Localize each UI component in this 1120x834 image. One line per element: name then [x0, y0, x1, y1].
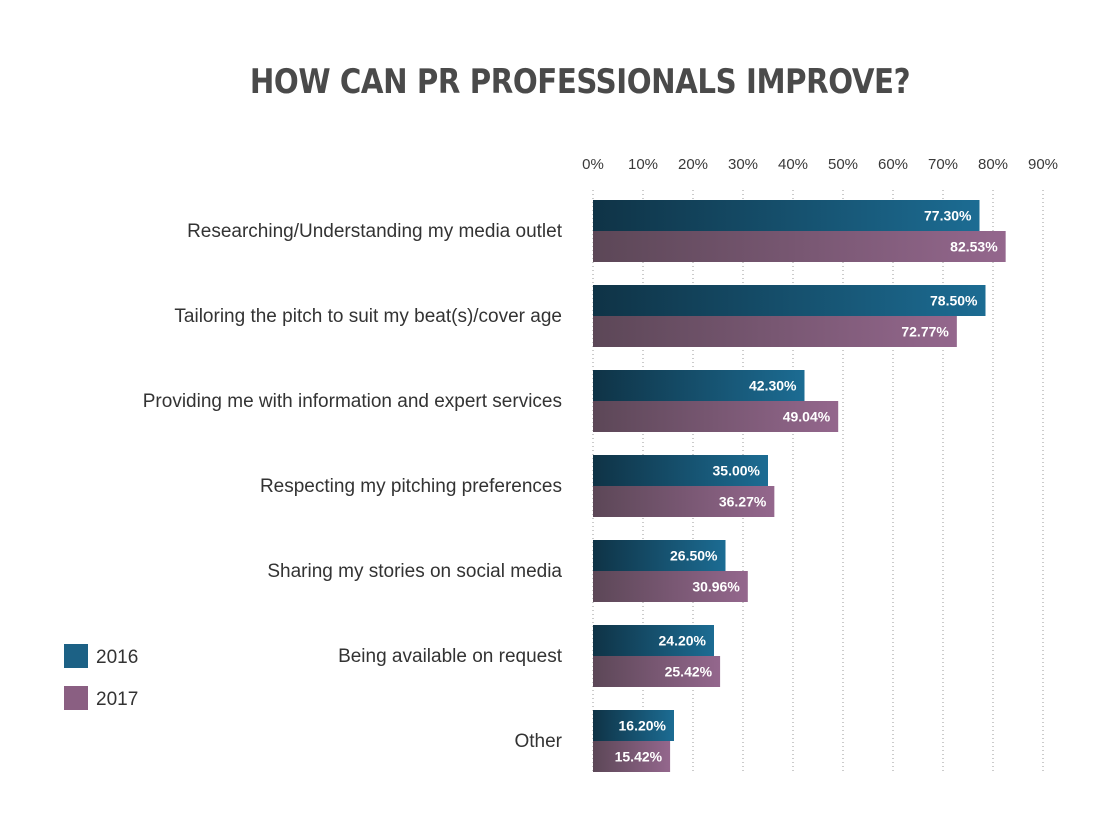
tick-label-50: 50%	[828, 156, 858, 173]
category-label: Other	[514, 731, 562, 752]
bar-2016-4	[593, 540, 726, 571]
bar-label-2016-4: 26.50%	[670, 548, 718, 564]
bar-label-2017-2: 49.04%	[783, 409, 831, 425]
category-label: Sharing my stories on social media	[267, 561, 562, 582]
x-axis-ticks: 0% 10% 20% 30% 40% 50% 60% 70% 80% 90%	[582, 156, 1058, 173]
bar-2016-1	[593, 285, 986, 316]
tick-label-20: 20%	[678, 156, 708, 173]
bar-label-2016-0: 77.30%	[924, 208, 972, 224]
category-label: Tailoring the pitch to suit my beat(s)/c…	[174, 306, 562, 327]
bar-2017-1	[593, 316, 957, 347]
bar-2016-5	[593, 625, 714, 656]
bar-2017-0	[593, 231, 1006, 262]
bar-label-2017-6: 15.42%	[615, 749, 663, 765]
legend-label-2016: 2016	[96, 647, 138, 668]
category-label: Providing me with information and expert…	[143, 391, 562, 412]
bar-2016-6	[593, 710, 674, 741]
bar-2016-2	[593, 370, 805, 401]
bar-2017-6	[593, 741, 671, 772]
bar-2017-4	[593, 571, 748, 602]
bar-2017-3	[593, 486, 775, 517]
tick-label-10: 10%	[628, 156, 658, 173]
bar-label-2016-3: 35.00%	[713, 463, 761, 479]
tick-label-30: 30%	[728, 156, 758, 173]
category-label: Being available on request	[338, 646, 563, 667]
legend-swatch-2016	[64, 644, 88, 668]
bar-label-2017-0: 82.53%	[950, 239, 998, 255]
bar-label-2016-6: 16.20%	[619, 718, 667, 734]
tick-label-40: 40%	[778, 156, 808, 173]
tick-label-0: 0%	[582, 156, 604, 173]
bar-2016-0	[593, 200, 980, 231]
tick-label-80: 80%	[978, 156, 1008, 173]
tick-label-90: 90%	[1028, 156, 1058, 173]
bars: 77.30% 82.53% 78.50% 72.77% 42.30% 49.04% 35.0…	[593, 200, 1006, 772]
category-label: Respecting my pitching preferences	[260, 476, 562, 497]
legend: 2016 2017	[64, 644, 138, 710]
bar-label-2017-3: 36.27%	[719, 494, 767, 510]
bar-label-2016-2: 42.30%	[749, 378, 797, 394]
tick-label-60: 60%	[878, 156, 908, 173]
chart-title: HOW CAN PR PROFESSIONALS IMPROVE?	[249, 62, 911, 102]
bar-label-2017-5: 25.42%	[665, 664, 713, 680]
bar-2016-3	[593, 455, 768, 486]
bar-label-2017-1: 72.77%	[901, 324, 949, 340]
bar-2017-2	[593, 401, 839, 432]
bar-label-2016-5: 24.20%	[659, 633, 707, 649]
category-label: Researching/Understanding my media outle…	[187, 221, 563, 242]
tick-label-70: 70%	[928, 156, 958, 173]
bar-label-2016-1: 78.50%	[930, 293, 978, 309]
bar-2017-5	[593, 656, 721, 687]
category-labels: Researching/Understanding my media outle…	[143, 221, 563, 752]
legend-swatch-2017	[64, 686, 88, 710]
bar-label-2017-4: 30.96%	[692, 579, 740, 595]
legend-label-2017: 2017	[96, 689, 138, 710]
